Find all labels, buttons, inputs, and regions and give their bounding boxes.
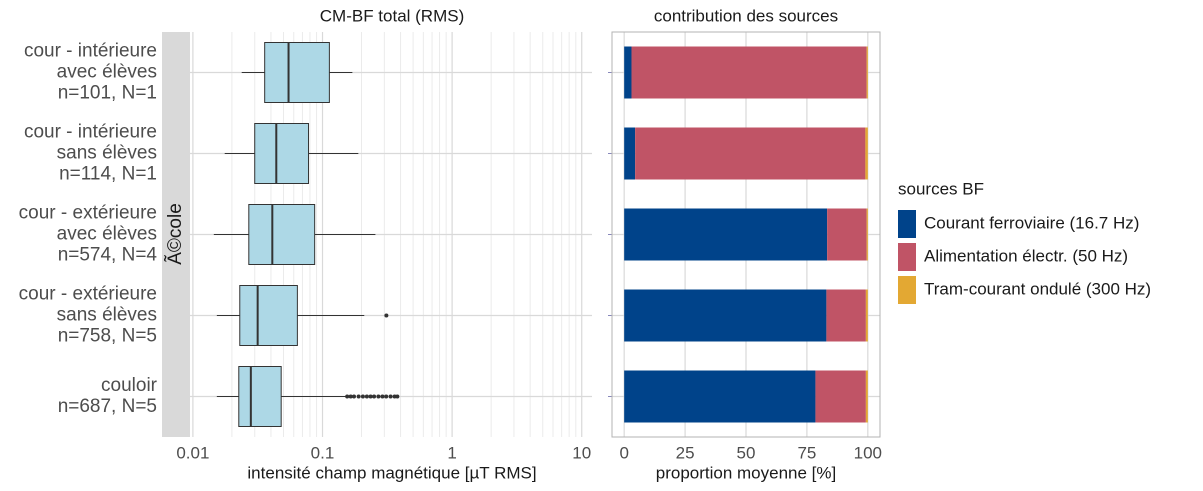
outlier — [352, 394, 357, 399]
outlier — [380, 394, 385, 399]
x-tick-label: 0.1 — [311, 443, 335, 462]
x-tick-label: 25 — [676, 443, 695, 462]
y-tick-label: sans élèves — [57, 305, 157, 326]
y-tick-label: n=101, N=1 — [58, 83, 157, 104]
outlier — [368, 394, 373, 399]
y-tick-label: couloir — [101, 375, 158, 396]
y-tick-label: cour - intérieure — [24, 122, 157, 143]
y-tick-label: sans élèves — [57, 143, 157, 164]
x-tick-label: 10 — [572, 443, 591, 462]
outlier — [356, 394, 361, 399]
outlier — [364, 394, 369, 399]
outlier — [348, 394, 353, 399]
bar-segment — [624, 46, 632, 99]
bar-segment — [826, 289, 866, 342]
x-tick-label: 1 — [447, 443, 456, 462]
bar-segment — [624, 127, 636, 180]
y-tick-label: cour - extérieure — [19, 284, 157, 305]
facet-label: Ã©cole — [164, 203, 186, 265]
outlier — [392, 394, 397, 399]
outlier — [384, 394, 389, 399]
x-axis-label: proportion moyenne [%] — [656, 463, 837, 482]
bar-segment — [624, 370, 816, 423]
chart-title: contribution des sources — [654, 6, 838, 25]
x-tick-label: 50 — [737, 443, 756, 462]
bar-segment — [865, 289, 868, 342]
bar-segment — [631, 46, 867, 99]
outlier — [372, 394, 377, 399]
x-axis-label: intensité champ magnétique [µT RMS] — [247, 463, 536, 482]
y-tick-label: n=114, N=1 — [59, 164, 157, 185]
bar-segment — [635, 127, 866, 180]
outlier — [376, 394, 381, 399]
outlier — [384, 313, 389, 318]
y-tick-label: avec élèves — [57, 62, 157, 83]
bar-segment — [815, 370, 866, 423]
box — [264, 42, 330, 103]
panel-border — [611, 31, 881, 438]
box — [248, 204, 316, 265]
x-tick-label: 0.01 — [176, 443, 209, 462]
bar-segment — [827, 208, 867, 261]
y-tick-label: n=687, N=5 — [58, 396, 157, 417]
legend-swatch — [898, 210, 916, 238]
outlier — [395, 394, 400, 399]
box — [254, 123, 310, 184]
y-tick-label: n=574, N=4 — [58, 245, 158, 266]
box — [239, 285, 298, 346]
x-tick-label: 0 — [619, 443, 628, 462]
y-tick-label: n=758, N=5 — [58, 326, 157, 347]
y-tick-label: cour - intérieure — [24, 41, 157, 62]
box — [238, 366, 282, 427]
bar-segment — [865, 370, 868, 423]
facet-strip — [162, 32, 190, 437]
x-tick-label: 75 — [797, 443, 816, 462]
y-tick-label: cour - extérieure — [19, 203, 157, 224]
bar-segment — [624, 208, 828, 261]
outlier — [388, 394, 393, 399]
legend-label: Alimentation électr. (50 Hz) — [924, 246, 1128, 265]
x-tick-label: 100 — [854, 443, 882, 462]
y-tick-label: avec élèves — [57, 224, 157, 245]
legend-swatch — [898, 243, 916, 271]
legend-swatch — [898, 276, 916, 304]
legend-label: Tram-courant ondulé (300 Hz) — [924, 279, 1151, 298]
bar-segment — [865, 127, 868, 180]
bar-segment — [624, 289, 827, 342]
legend-label: Courant ferroviaire (16.7 Hz) — [924, 213, 1139, 232]
bar-segment — [866, 208, 868, 261]
legend-title: sources BF — [898, 179, 984, 198]
bar-segment — [866, 46, 868, 99]
outlier — [345, 394, 350, 399]
chart-title: CM-BF total (RMS) — [320, 6, 465, 25]
outlier — [360, 394, 365, 399]
